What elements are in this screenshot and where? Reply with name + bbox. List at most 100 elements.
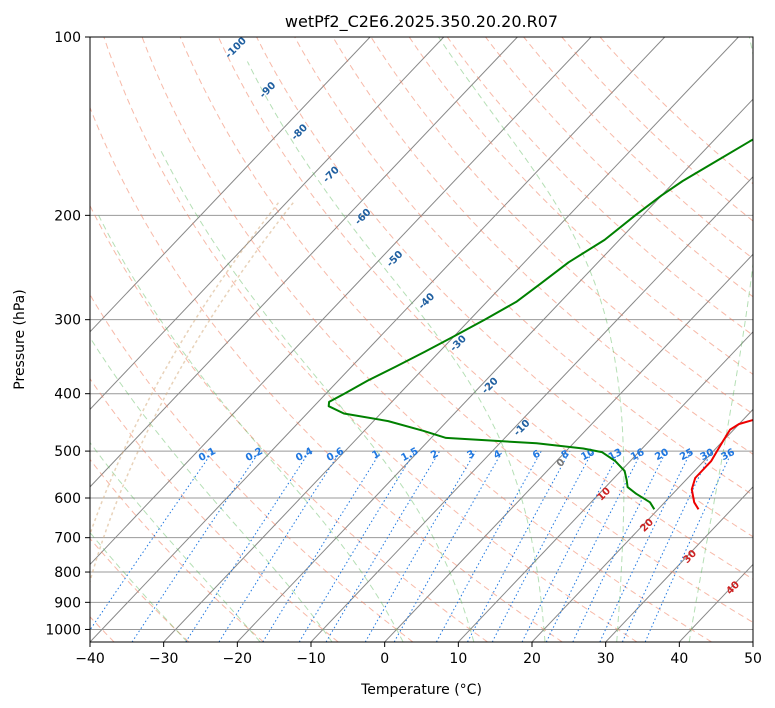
mixing-ratio-label: 1 (370, 448, 381, 461)
wet-bulb-label: 20 (638, 517, 656, 535)
mixing-ratio-label: 30 (699, 447, 716, 463)
chart-title: wetPf2_C2E6.2025.350.20.20.R07 (285, 12, 558, 32)
isotherm-line (90, 37, 445, 411)
y-axis-label: Pressure (hPa) (12, 289, 28, 389)
isotherm-line (531, 408, 753, 642)
mixing-ratio-label: 1.5 (400, 446, 421, 464)
wet-bulb-label: 40 (724, 579, 742, 597)
mixing-ratio-line (364, 450, 477, 642)
dry-adiabat-line (90, 537, 190, 642)
mixing-ratio-line (393, 450, 503, 642)
mixing-ratio-line (90, 450, 214, 631)
dry-adiabat-line (90, 293, 414, 642)
frost-point-label: -100 (223, 35, 249, 61)
dry-adiabat-line (141, 37, 712, 642)
profile-series (327, 138, 753, 510)
moist-adiabat-line (90, 336, 333, 642)
mixing-ratio-label: 8 (560, 448, 571, 461)
plot-area: 0.1 0.2 0.4 0.6 1 1.5 2 3 4 6 8 10 13 16 20 25 30 36-100-… (90, 35, 753, 642)
x-axis: −40 −30 −20 −10 0 10 20 30 40 50 (75, 642, 762, 667)
dry-adiabat-line (485, 37, 753, 298)
mixing-ratio-lines (90, 450, 733, 642)
mixing-ratio-label: 6 (531, 448, 542, 461)
dry-adiabat-line (332, 37, 753, 455)
frost-point-label: -70 (321, 165, 342, 186)
mixing-ratio-label: 0.4 (294, 446, 315, 464)
moist-adiabat-line (159, 149, 475, 642)
mixing-ratio-label: 16 (629, 447, 646, 463)
temperature-line (690, 418, 753, 510)
x-tick-label: 40 (670, 651, 688, 667)
frost-point-label: -90 (258, 80, 279, 101)
dry-adiabat-line (217, 37, 753, 580)
dry-adiabat-line (90, 106, 563, 642)
x-tick-label: −20 (223, 651, 253, 667)
mixing-ratio-line (599, 450, 692, 642)
dry-adiabat-line (179, 37, 753, 623)
dewpoint-line (327, 138, 753, 510)
y-tick-label: 400 (54, 387, 81, 403)
isotherm-line (90, 37, 592, 566)
isotherm-line (163, 37, 739, 642)
tan-reference-curves (90, 201, 295, 584)
dry-adiabat-line (294, 37, 753, 496)
frost-point-label: -10 (512, 418, 533, 439)
y-tick-label: 100 (54, 30, 81, 46)
mixing-ratio-line (435, 450, 542, 642)
y-tick-label: 1000 (45, 622, 81, 638)
x-tick-label: −30 (149, 651, 179, 667)
mixing-ratio-label: 3 (465, 448, 476, 461)
y-tick-label: 700 (54, 531, 81, 547)
isotherm-line (236, 98, 753, 642)
isotherm-grid (90, 37, 753, 642)
x-tick-label: 30 (597, 651, 615, 667)
wet-bulb-label: 30 (681, 548, 699, 566)
x-tick-label: 20 (523, 651, 541, 667)
isotherm-line (90, 37, 666, 642)
isotherm-line (90, 37, 371, 333)
y-tick-label: 800 (54, 565, 81, 581)
dry-adiabat-line (370, 37, 753, 415)
reference-curve (90, 201, 295, 584)
dry-adiabat-line (90, 204, 488, 642)
mixing-ratio-line (545, 450, 643, 642)
dry-adiabat-line (256, 37, 753, 538)
mixing-ratio-line (644, 450, 733, 642)
moist-adiabat-line (688, 37, 753, 642)
x-axis-label: Temperature (°C) (360, 682, 482, 698)
dry-adiabat-line (408, 37, 753, 375)
isotherm-line (752, 641, 753, 642)
y-tick-label: 500 (54, 444, 81, 460)
dry-adiabat-line (90, 458, 264, 642)
mixing-ratio-line (218, 450, 341, 642)
y-tick-label: 900 (54, 595, 81, 611)
isotherm-line (457, 331, 753, 642)
mixing-ratio-label: 20 (653, 447, 670, 463)
moist-adiabat-line (98, 215, 404, 642)
dry-adiabat-line (446, 37, 753, 336)
dry-adiabat-line (561, 37, 753, 222)
mixing-ratio-line (467, 450, 571, 642)
mixing-ratio-label: 4 (492, 448, 503, 461)
mixing-ratio-line (131, 450, 261, 642)
reference-curve (90, 201, 280, 537)
mixing-ratio-line (185, 450, 311, 642)
frost-point-label: -50 (385, 249, 406, 270)
dry-adiabat-line (103, 37, 638, 642)
mixing-ratio-label: 2 (429, 448, 440, 461)
moist-adiabat-line (90, 531, 188, 642)
x-tick-label: −40 (75, 651, 105, 667)
x-tick-label: 0 (380, 651, 389, 667)
wet-bulb-label: 10 (595, 486, 613, 504)
isotherm-line (605, 486, 753, 642)
mixing-ratio-line (298, 450, 416, 642)
dry-adiabat-line (523, 37, 753, 260)
isotherm-line (90, 37, 518, 488)
y-tick-label: 600 (54, 491, 81, 507)
mixing-ratio-line (262, 450, 382, 642)
mixing-ratio-line (572, 450, 667, 642)
x-tick-label: −10 (296, 651, 326, 667)
frost-point-label: -60 (353, 207, 374, 228)
x-tick-label: 50 (744, 651, 762, 667)
